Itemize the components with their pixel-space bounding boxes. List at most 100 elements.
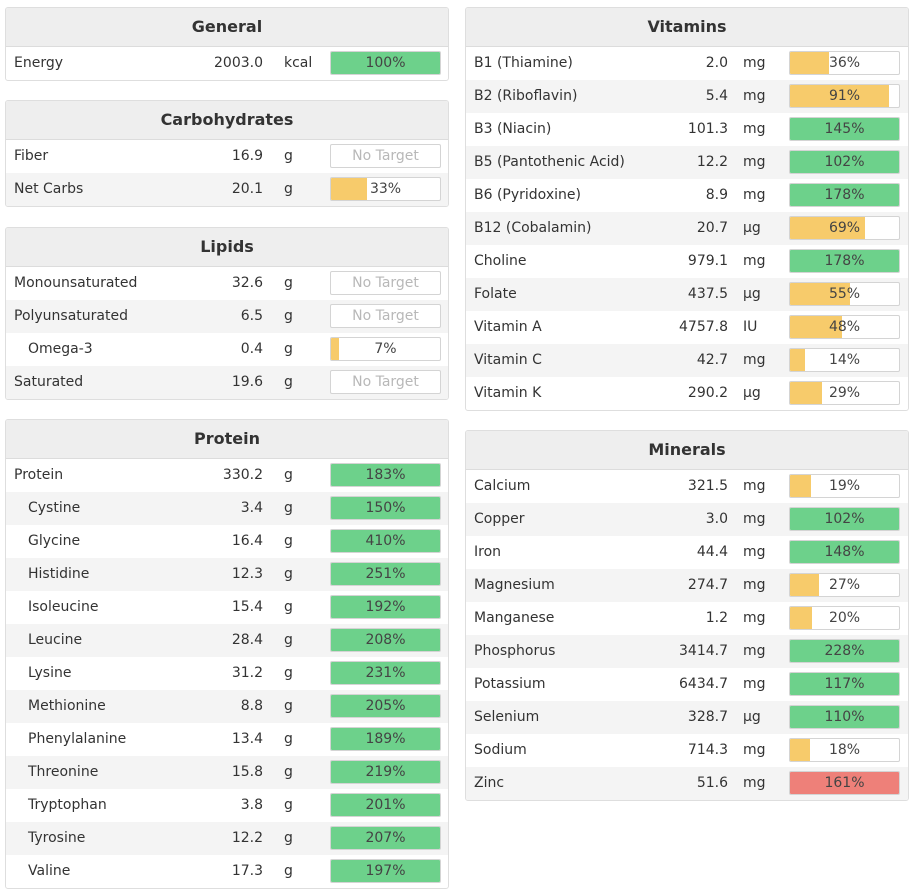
target-progress-bar: 102% (789, 150, 900, 174)
nutrient-amount: 6.5 (240, 308, 263, 324)
progress-fill (790, 85, 890, 107)
nutrient-unit: g (284, 698, 293, 714)
nutrient-amount: 12.3 (231, 566, 263, 582)
nutrient-amount: 15.4 (231, 599, 263, 615)
target-progress-bar: 33% (330, 177, 441, 201)
nutrient-amount: 437.5 (687, 286, 728, 302)
target-progress-bar: 19% (789, 474, 900, 498)
progress-fill (331, 178, 367, 200)
nutrient-amount: 8.9 (705, 187, 728, 203)
target-progress-bar: 117% (789, 672, 900, 696)
target-percent: 36% (828, 55, 861, 71)
nutrient-name: Vitamin K (474, 385, 542, 401)
nutrient-row: Protein 330.2 g 183% (6, 459, 448, 492)
target-percent: 183% (365, 467, 406, 483)
target-percent: 102% (824, 154, 865, 170)
nutrient-amount: 3.4 (240, 500, 263, 516)
progress-fill (331, 497, 440, 519)
carbohydrates-header: Carbohydrates (6, 101, 448, 140)
target-progress-bar: 48% (789, 315, 900, 339)
nutrient-row: Saturated 19.6 g No Target (6, 366, 448, 399)
target-percent: 19% (828, 478, 861, 494)
progress-fill (331, 827, 440, 849)
nutrient-amount: 2.0 (705, 55, 728, 71)
nutrient-row: Iron 44.4 mg 148% (466, 536, 908, 569)
nutrient-unit: g (284, 764, 293, 780)
nutrient-name: Folate (474, 286, 517, 302)
nutrient-name: Lysine (28, 665, 72, 681)
nutrient-row: Methionine 8.8 g 205% (6, 690, 448, 723)
target-progress-bar: 192% (330, 595, 441, 619)
nutrient-unit: g (284, 181, 293, 197)
target-progress-bar: 207% (330, 826, 441, 850)
nutrient-name: Copper (474, 511, 525, 527)
minerals-header: Minerals (466, 431, 908, 470)
nutrient-unit: mg (743, 478, 766, 494)
nutrient-unit: mg (743, 187, 766, 203)
nutrient-unit: g (284, 308, 293, 324)
nutrient-name: Valine (28, 863, 71, 879)
nutrient-amount: 20.7 (696, 220, 728, 236)
nutrient-unit: IU (743, 319, 758, 335)
nutrient-row: Magnesium 274.7 mg 27% (466, 569, 908, 602)
nutrient-amount: 51.6 (696, 775, 728, 791)
target-progress-bar: 189% (330, 727, 441, 751)
nutrient-row: Threonine 15.8 g 219% (6, 756, 448, 789)
nutrient-unit: g (284, 632, 293, 648)
nutrient-unit: µg (743, 709, 761, 725)
nutrient-row: Net Carbs 20.1 g 33% (6, 173, 448, 206)
nutrient-unit: µg (743, 385, 761, 401)
progress-fill (790, 541, 899, 563)
target-percent: 161% (824, 775, 865, 791)
target-percent: 178% (824, 253, 865, 269)
nutrient-amount: 31.2 (231, 665, 263, 681)
nutrient-name: Fiber (14, 148, 49, 164)
progress-fill (790, 217, 866, 239)
progress-fill (790, 151, 899, 173)
nutrient-row: Folate 437.5 µg 55% (466, 278, 908, 311)
progress-fill (790, 118, 899, 140)
target-percent: No Target (352, 374, 419, 390)
nutrient-row: Calcium 321.5 mg 19% (466, 470, 908, 503)
target-percent: 410% (365, 533, 406, 549)
general-rows: Energy 2003.0 kcal 100% (6, 47, 448, 80)
nutrient-amount: 16.9 (231, 148, 263, 164)
carbohydrates-rows: Fiber 16.9 g No Target Net Carbs 20.1 g 33% (6, 140, 448, 206)
nutrient-amount: 321.5 (687, 478, 728, 494)
nutrient-unit: mg (743, 610, 766, 626)
progress-fill (790, 640, 899, 662)
nutrient-row: Lysine 31.2 g 231% (6, 657, 448, 690)
target-progress-bar: 18% (789, 738, 900, 762)
nutrient-row: Monounsaturated 32.6 g No Target (6, 267, 448, 300)
nutrient-unit: mg (743, 352, 766, 368)
nutrient-unit: mg (743, 643, 766, 659)
nutrient-unit: µg (743, 220, 761, 236)
target-progress-bar: 150% (330, 496, 441, 520)
progress-fill (790, 184, 899, 206)
lipids-rows: Monounsaturated 32.6 g No Target Polyunsatur… (6, 267, 448, 399)
progress-fill (790, 772, 899, 794)
target-percent: 148% (824, 544, 865, 560)
progress-fill (790, 283, 850, 305)
minerals-rows: Calcium 321.5 mg 19% Copper 3.0 mg 102% Iron 44.4… (466, 470, 908, 800)
target-percent: 192% (365, 599, 406, 615)
target-percent: 29% (828, 385, 861, 401)
nutrient-unit: mg (743, 544, 766, 560)
target-percent: 208% (365, 632, 406, 648)
progress-fill (790, 508, 899, 530)
target-progress-bar: 219% (330, 760, 441, 784)
nutrient-name: Tyrosine (28, 830, 86, 846)
target-progress-bar: 145% (789, 117, 900, 141)
nutrient-name: Zinc (474, 775, 505, 791)
nutrient-amount: 44.4 (696, 544, 728, 560)
progress-fill (790, 706, 899, 728)
protein-header: Protein (6, 420, 448, 459)
target-percent: 228% (824, 643, 865, 659)
progress-fill (331, 794, 440, 816)
nutrient-name: Saturated (14, 374, 84, 390)
nutrient-name: B2 (Riboflavin) (474, 88, 578, 104)
nutrient-name: Magnesium (474, 577, 555, 593)
nutrient-row: Cystine 3.4 g 150% (6, 492, 448, 525)
target-progress-bar: 100% (330, 51, 441, 75)
nutrient-unit: g (284, 863, 293, 879)
